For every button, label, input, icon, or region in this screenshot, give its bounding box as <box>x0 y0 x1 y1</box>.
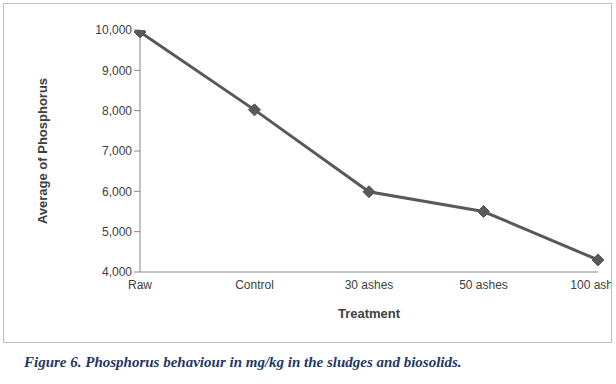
svg-text:Treatment: Treatment <box>338 306 401 321</box>
svg-text:10,000: 10,000 <box>95 23 132 37</box>
html-text:Figure 6. Phosphorus behaviour: Figure 6. Phosphorus behaviour in mg/kg … <box>24 354 462 370</box>
svg-text:Control: Control <box>235 278 274 292</box>
svg-text:Average of Phosphorus: Average of Phosphorus <box>35 78 50 224</box>
svg-text:4,000: 4,000 <box>102 265 132 279</box>
svg-text:Raw: Raw <box>128 278 152 292</box>
svg-text:100 ashes: 100 ashes <box>570 278 608 292</box>
svg-text:30 ashes: 30 ashes <box>345 278 394 292</box>
svg-text:8,000: 8,000 <box>102 104 132 118</box>
svg-text:6,000: 6,000 <box>102 185 132 199</box>
svg-text:5,000: 5,000 <box>102 225 132 239</box>
svg-text:7,000: 7,000 <box>102 144 132 158</box>
svg-text:9,000: 9,000 <box>102 64 132 78</box>
svg-text:50 ashes: 50 ashes <box>459 278 508 292</box>
